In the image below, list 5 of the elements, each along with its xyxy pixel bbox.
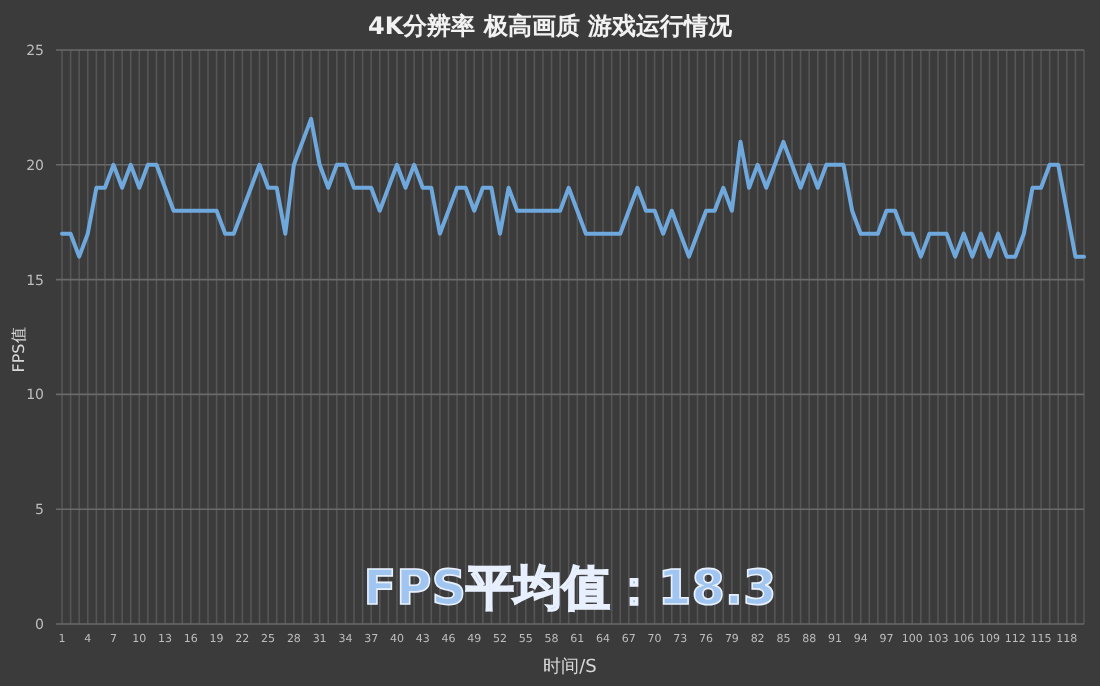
annotation: FPS平均值：18.3 xyxy=(363,560,777,616)
y-axis-title: FPS值 xyxy=(10,327,28,373)
x-axis-title: 时间/S xyxy=(543,656,598,678)
line-series xyxy=(60,116,1086,259)
chart-title: 4K分辨率 极高画质 游戏运行情况 xyxy=(367,12,734,40)
